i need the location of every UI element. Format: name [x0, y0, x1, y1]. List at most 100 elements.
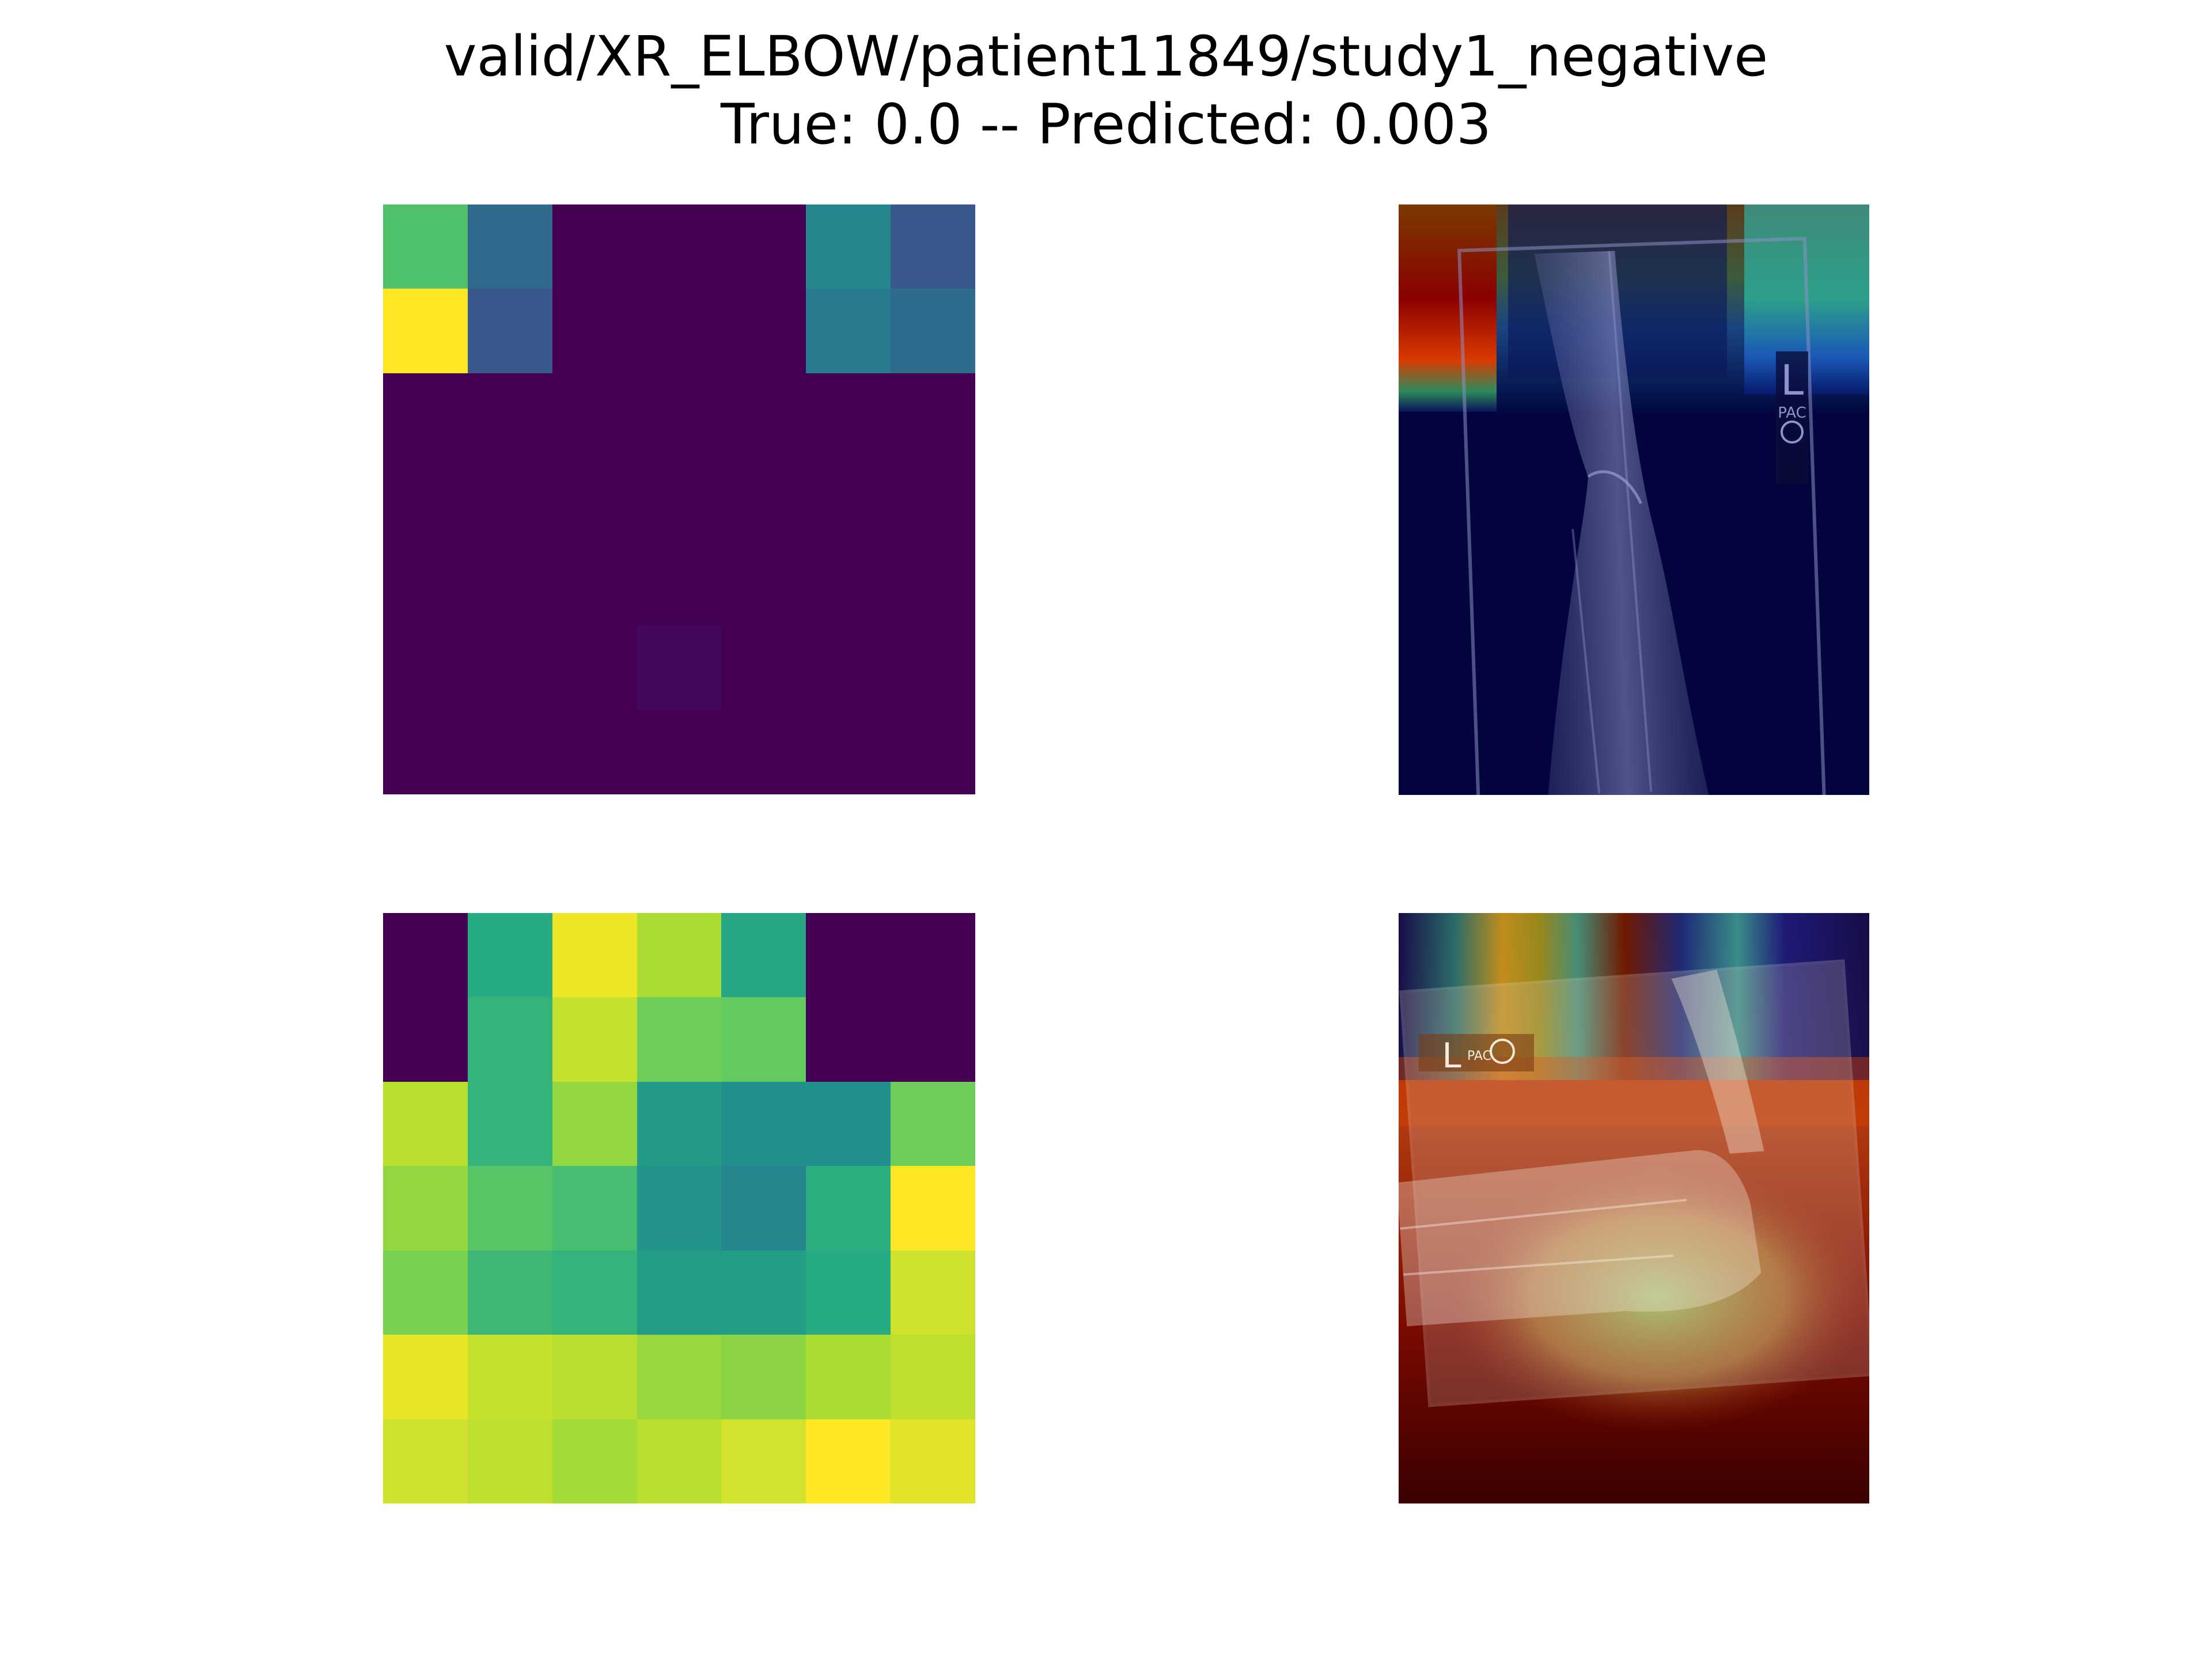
heatmap-cell-r4-c2 — [467, 1166, 552, 1251]
heatmap-cell-r4-c3 — [552, 457, 637, 542]
heatmap-cell-r3-c3 — [552, 373, 637, 457]
heatmap-cell-r4-c2 — [467, 457, 552, 542]
heatmap-cell-r6-c4 — [637, 626, 722, 710]
heatmap-cell-r6-c7 — [891, 626, 975, 710]
heatmap-cell-r1-c2 — [467, 913, 552, 998]
heatmap-cell-r3-c2 — [467, 1081, 552, 1166]
heatmap-cell-r6-c2 — [467, 1335, 552, 1419]
heatmap-cell-r7-c2 — [467, 1419, 552, 1503]
heatmap-cell-r6-c1 — [383, 626, 468, 710]
heatmap-cell-r4-c6 — [806, 457, 891, 542]
heatmap-cell-r7-c4 — [637, 1419, 722, 1503]
heatmap-cell-r6-c6 — [806, 1335, 891, 1419]
heatmap-cell-r5-c4 — [637, 1250, 722, 1335]
top-left-heatmap — [383, 204, 975, 794]
heatmap-cell-r2-c1 — [383, 289, 468, 373]
heatmap-cell-r2-c3 — [552, 997, 637, 1082]
heatmap-cell-r4-c4 — [637, 1166, 722, 1251]
heatmap-cell-r1-c7 — [891, 204, 975, 289]
heatmap-cell-r2-c4 — [637, 997, 722, 1082]
heatmap-cell-r2-c7 — [891, 997, 975, 1082]
heatmap-cell-r3-c4 — [637, 373, 722, 457]
heatmap-cell-r5-c5 — [721, 541, 806, 626]
heatmap-cell-r5-c2 — [467, 541, 552, 626]
heatmap-cell-r2-c2 — [467, 997, 552, 1082]
heatmap-cell-r4-c4 — [637, 457, 722, 542]
heatmap-cell-r4-c3 — [552, 1166, 637, 1251]
heatmap-cell-r3-c7 — [891, 1081, 975, 1166]
bottom-left-heatmap — [383, 913, 975, 1503]
heatmap-cell-r3-c1 — [383, 1081, 468, 1166]
marker-L: L — [1781, 356, 1804, 404]
heatmap-cell-r6-c2 — [467, 626, 552, 710]
heatmap-cell-r2-c4 — [637, 289, 722, 373]
heatmap-cell-r4-c1 — [383, 1166, 468, 1251]
heatmap-cell-r7-c4 — [637, 710, 722, 794]
heatmap-cell-r6-c4 — [637, 1335, 722, 1419]
heatmap-cell-r3-c6 — [806, 1081, 891, 1166]
heatmap-cell-r5-c7 — [891, 1250, 975, 1335]
heatmap-cell-r5-c3 — [552, 541, 637, 626]
heatmap-cell-r7-c1 — [383, 710, 468, 794]
heatmap-cell-r7-c7 — [891, 710, 975, 794]
heatmap-cell-r7-c6 — [806, 710, 891, 794]
heatmap-cell-r1-c3 — [552, 204, 637, 289]
heatmap-cell-r1-c4 — [637, 204, 722, 289]
heatmap-cell-r2-c2 — [467, 289, 552, 373]
heatmap-cell-r1-c1 — [383, 913, 468, 998]
marker-PAC: PAC — [1778, 404, 1806, 422]
heatmap-cell-r6-c5 — [721, 1335, 806, 1419]
heatmap-cell-r6-c7 — [891, 1335, 975, 1419]
heatmap-cell-r3-c4 — [637, 1081, 722, 1166]
figure-title-line1: valid/XR_ELBOW/patient11849/study1_negat… — [444, 24, 1768, 89]
heatmap-cell-r4-c6 — [806, 1166, 891, 1251]
heatmap-cell-r7-c5 — [721, 1419, 806, 1503]
heatmap-cell-r7-c3 — [552, 710, 637, 794]
heatmap-cell-r5-c6 — [806, 541, 891, 626]
heatmap-cell-r5-c7 — [891, 541, 975, 626]
heatmap-cell-r3-c1 — [383, 373, 468, 457]
heatmap-cell-r5-c5 — [721, 1250, 806, 1335]
heatmap-cell-r6-c1 — [383, 1335, 468, 1419]
marker-L: L — [1442, 1036, 1461, 1076]
heatmap-cell-r6-c5 — [721, 626, 806, 710]
heatmap-cell-r5-c1 — [383, 541, 468, 626]
heatmap-cell-r3-c2 — [467, 373, 552, 457]
heatmap-cell-r2-c6 — [806, 289, 891, 373]
heatmap-cell-r1-c6 — [806, 913, 891, 998]
heatmap-cell-r5-c4 — [637, 541, 722, 626]
heatmap-cell-r4-c5 — [721, 1166, 806, 1251]
heatmap-cell-r1-c7 — [891, 913, 975, 998]
top-right-xray-overlay: L PAC — [1399, 204, 1869, 795]
heatmap-cell-r3-c3 — [552, 1081, 637, 1166]
heatmap-cell-r2-c5 — [721, 289, 806, 373]
figure-title-line2: True: 0.0 -- Predicted: 0.003 — [720, 92, 1492, 157]
heatmap-cell-r3-c7 — [891, 373, 975, 457]
heatmap-cell-r1-c5 — [721, 204, 806, 289]
heatmap-cell-r7-c3 — [552, 1419, 637, 1503]
bottom-right-xray-overlay: L PAC — [1399, 913, 1869, 1503]
heatmap-cell-r5-c1 — [383, 1250, 468, 1335]
heatmap-cell-r4-c1 — [383, 457, 468, 542]
heatmap-cell-r4-c5 — [721, 457, 806, 542]
heatmap-cell-r3-c5 — [721, 1081, 806, 1166]
heatmap-cell-r1-c6 — [806, 204, 891, 289]
heatmap-cell-r7-c2 — [467, 710, 552, 794]
heatmap-cell-r7-c5 — [721, 710, 806, 794]
marker-PAC: PAC — [1467, 1049, 1491, 1063]
heatmap-cell-r5-c6 — [806, 1250, 891, 1335]
heatmap-cell-r1-c4 — [637, 913, 722, 998]
heatmap-cell-r5-c2 — [467, 1250, 552, 1335]
heatmap-cell-r2-c6 — [806, 997, 891, 1082]
heatmap-cell-r1-c1 — [383, 204, 468, 289]
heatmap-cell-r1-c3 — [552, 913, 637, 998]
heatmap-cell-r7-c6 — [806, 1419, 891, 1503]
heatmap-cell-r4-c7 — [891, 1166, 975, 1251]
heatmap-cell-r4-c7 — [891, 457, 975, 542]
heatmap-cell-r7-c7 — [891, 1419, 975, 1503]
heatmap-cell-r2-c5 — [721, 997, 806, 1082]
heatmap-cell-r3-c6 — [806, 373, 891, 457]
heatmap-cell-r3-c5 — [721, 373, 806, 457]
heatmap-cell-r1-c5 — [721, 913, 806, 998]
heatmap-cell-r2-c7 — [891, 289, 975, 373]
